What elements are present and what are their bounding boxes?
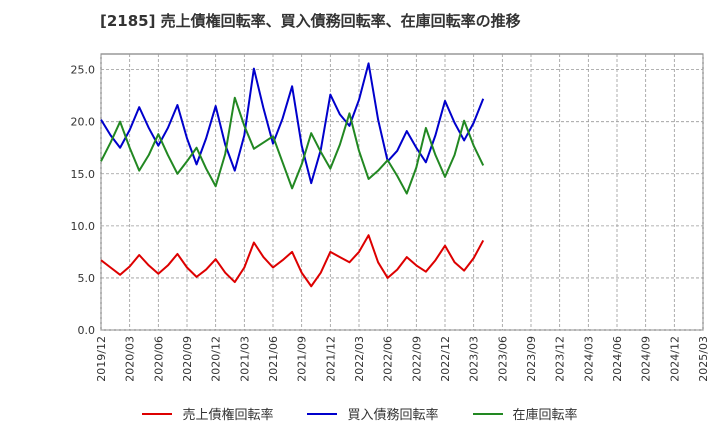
- legend-item-payables: 買入債務回転率: [307, 404, 439, 423]
- x-tick-label: 2020/09: [181, 336, 194, 382]
- x-tick-label: 2023/12: [554, 336, 567, 382]
- x-tick-label: 2022/03: [353, 336, 366, 382]
- x-tick-label: 2021/03: [238, 336, 251, 382]
- x-axis: 2019/12 2020/03 2020/06 2020/09 2020/12 2021/…: [95, 336, 710, 382]
- y-tick-label: 5.0: [78, 272, 96, 285]
- chart-title: [2185] 売上債権回転率、買入債務回転率、在庫回転率の推移: [100, 12, 521, 30]
- x-tick-label: 2022/06: [382, 336, 395, 382]
- x-tick-label: 2021/12: [324, 336, 337, 382]
- x-tick-label: 2020/12: [210, 336, 223, 382]
- series-line-2: [100, 96, 485, 195]
- x-tick-label: 2025/03: [697, 336, 710, 382]
- y-tick-label: 20.0: [71, 116, 96, 129]
- grid-lines: [100, 53, 704, 331]
- plot-frame: [100, 53, 704, 331]
- x-tick-label: 2020/06: [152, 336, 165, 382]
- legend: 売上債権回転率 買入債務回転率 在庫回転率: [0, 404, 720, 423]
- y-tick-label: 15.0: [71, 168, 96, 181]
- x-tick-label: 2024/06: [611, 336, 624, 382]
- x-tick-label: 2023/06: [496, 336, 509, 382]
- y-tick-label: 25.0: [71, 64, 96, 77]
- legend-label-receivables: 売上債権回転率: [182, 408, 274, 423]
- x-tick-label: 2019/12: [95, 336, 108, 382]
- legend-label-payables: 買入債務回転率: [347, 408, 439, 423]
- x-tick-label: 2022/12: [439, 336, 452, 382]
- x-tick-label: 2020/03: [124, 336, 137, 382]
- y-tick-label: 0.0: [78, 324, 96, 337]
- legend-item-receivables: 売上債権回転率: [142, 404, 273, 423]
- x-tick-label: 2021/09: [296, 336, 309, 382]
- x-tick-label: 2024/12: [668, 336, 681, 382]
- x-tick-label: 2024/03: [582, 336, 595, 382]
- series-lines: [100, 62, 485, 288]
- legend-swatch-receivables: [142, 412, 173, 415]
- x-tick-label: 2022/09: [410, 336, 423, 382]
- legend-swatch-inventory: [472, 412, 503, 415]
- x-tick-label: 2023/03: [468, 336, 481, 382]
- legend-swatch-payables: [307, 412, 338, 415]
- y-tick-label: 10.0: [71, 220, 96, 233]
- legend-item-inventory: 在庫回転率: [472, 404, 578, 423]
- x-tick-label: 2023/09: [525, 336, 538, 382]
- x-tick-label: 2021/06: [267, 336, 280, 382]
- y-axis: 0.0 5.0 10.0 15.0 20.0 25.0: [71, 64, 96, 337]
- legend-label-inventory: 在庫回転率: [512, 408, 578, 423]
- series-line-0: [100, 234, 485, 288]
- x-tick-label: 2024/09: [640, 336, 653, 382]
